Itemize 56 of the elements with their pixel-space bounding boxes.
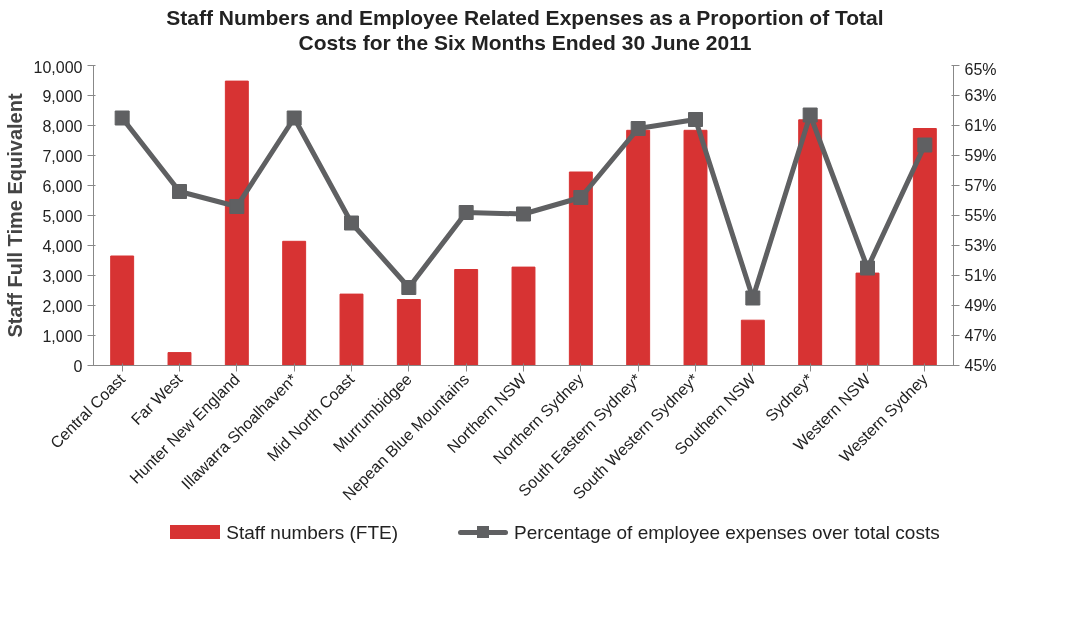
point: [860, 260, 875, 276]
point: [172, 184, 187, 200]
bar: [511, 266, 536, 366]
chart-title: Staff Numbers and Employee Related Expenses as a Proportion of Total Costs for the Six Months Ended 30 June 2011: [165, 5, 885, 56]
y-tick-label: 10,000: [33, 58, 83, 76]
bar: [798, 119, 823, 366]
y-tick-label: 5,000: [42, 207, 83, 225]
point: [802, 107, 818, 123]
y2-tick-label: 55%: [964, 207, 997, 225]
bar: [454, 269, 479, 366]
y-tick-label: 8,000: [42, 117, 83, 135]
point: [344, 215, 359, 231]
legend-label: Percentage of employee expenses over total costs: [514, 521, 940, 543]
y2-tick-label: 63%: [964, 87, 997, 105]
bar: [855, 272, 880, 366]
point: [917, 137, 933, 153]
point: [401, 280, 417, 296]
bar: [683, 130, 708, 366]
y-tick-label: 1,000: [42, 327, 83, 345]
y2-tick-label: 45%: [964, 357, 997, 375]
point: [458, 205, 474, 221]
point: [516, 206, 531, 222]
y-tick-label: 4,000: [42, 237, 83, 255]
y2-tick-label: 61%: [964, 117, 997, 135]
y-tick-label: 9,000: [42, 87, 83, 105]
y2-tick-label: 49%: [964, 297, 997, 315]
y2-tick-label: 47%: [964, 327, 997, 345]
point: [688, 112, 703, 128]
y2-tick-label: 57%: [964, 177, 997, 195]
point: [745, 290, 761, 306]
y2-tick-label: 51%: [964, 267, 997, 285]
y-tick-label: 7,000: [42, 147, 83, 165]
y-tick-label: 3,000: [42, 267, 83, 285]
bar: [110, 255, 135, 366]
point: [573, 190, 589, 206]
bar: [740, 320, 765, 366]
bar: [912, 128, 937, 366]
bar: [396, 299, 421, 366]
bar: [167, 352, 192, 366]
y2-tick-label: 65%: [964, 60, 997, 78]
y2-tick-label: 53%: [964, 237, 997, 255]
y2-tick-label: 59%: [964, 147, 997, 165]
point: [114, 110, 130, 126]
y-tick-label: 2,000: [42, 297, 83, 315]
bar: [224, 80, 249, 366]
bar: [282, 241, 307, 366]
point: [229, 199, 245, 215]
legend-label: Staff numbers (FTE): [226, 521, 399, 543]
y-axis-title: Staff Full Time Equivalent: [3, 93, 26, 338]
bar: [339, 293, 364, 366]
point: [630, 121, 646, 137]
y-tick-label: 6,000: [42, 177, 83, 195]
bar: [626, 130, 651, 366]
point: [286, 110, 302, 126]
bar: [568, 171, 593, 366]
y-tick-label: 0: [73, 357, 83, 375]
